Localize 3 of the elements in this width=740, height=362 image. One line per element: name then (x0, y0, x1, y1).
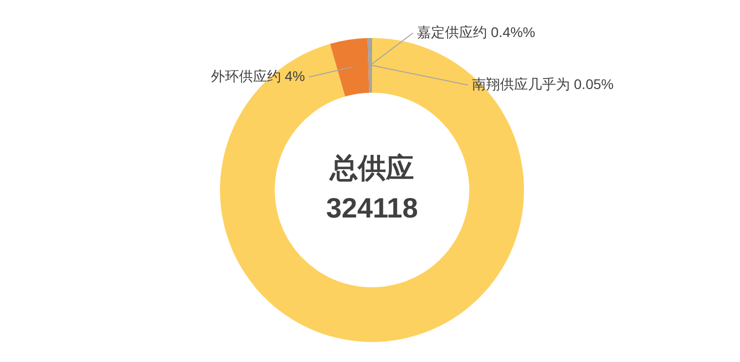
slice-label: 嘉定供应约 0.4%% (417, 24, 536, 40)
text: 总供应 (329, 152, 414, 184)
text: 324118 (326, 192, 418, 224)
